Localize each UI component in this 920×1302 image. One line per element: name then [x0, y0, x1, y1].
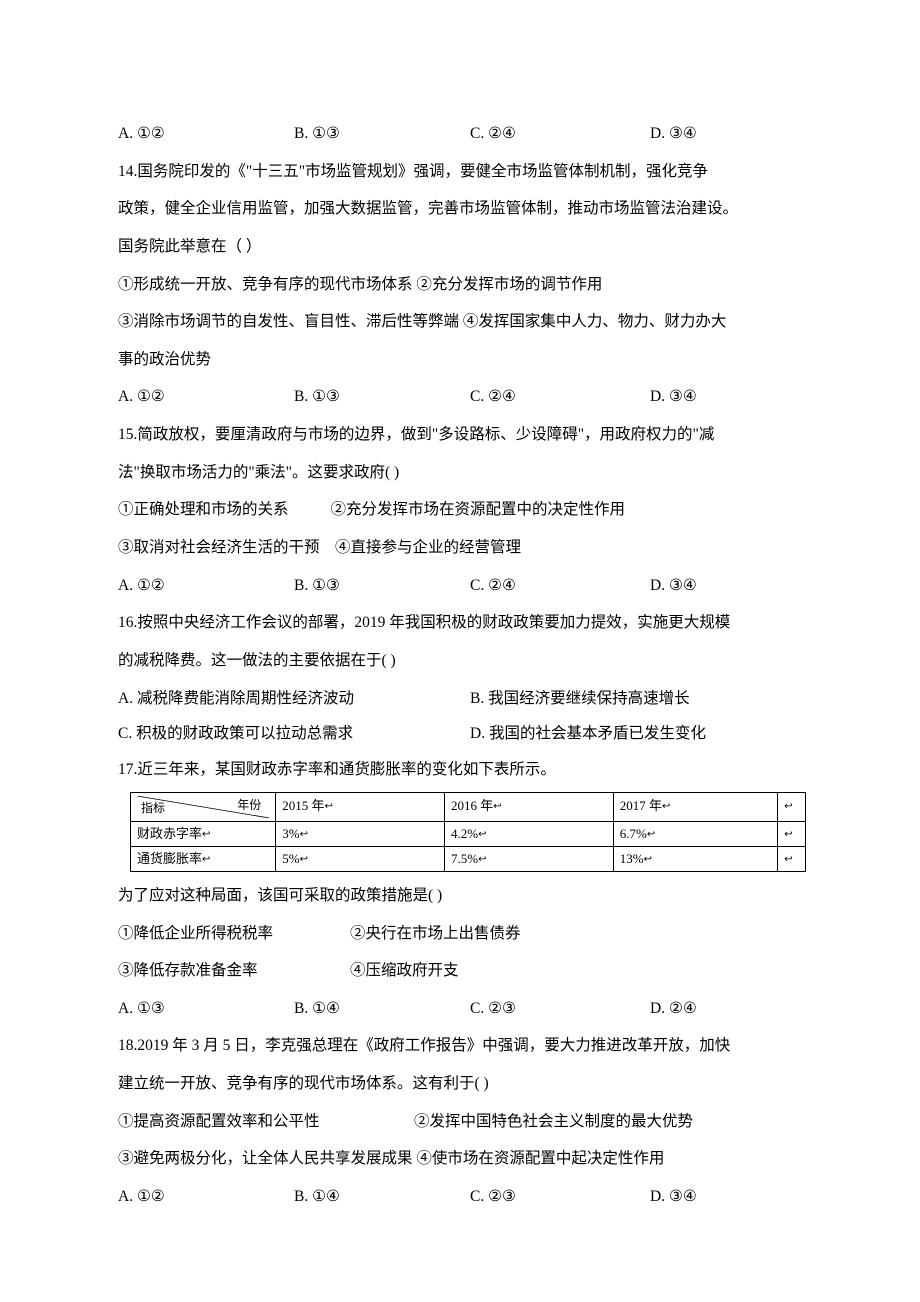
q13-opt-a: A. ①②	[118, 116, 294, 152]
q17-sub2-left: ③降低存款准备金率	[118, 953, 350, 989]
q14-opt-a: A. ①②	[118, 379, 294, 415]
q13-opt-c: C. ②④	[470, 116, 650, 152]
q17-table: 指标 年份 2015 年↩ 2016 年↩ 2017 年↩ ↩ 财政赤字率↩ 3…	[130, 792, 806, 872]
q16-opt-c: C. 积极的财政政策可以拉动总需求	[118, 716, 470, 752]
q15-line1: 15.简政放权，要厘清政府与市场的边界，做到"多设路标、少设障碍"，用政府权力的…	[118, 417, 806, 453]
q18-sub1-right: ②发挥中国特色社会主义制度的最大优势	[414, 1113, 693, 1130]
q16-opt-b: B. 我国经济要继续保持高速增长	[470, 681, 806, 717]
q14-line1: 14.国务院印发的《"十三五"市场监管规划》强调，要健全市场监管体制机制，强化竞…	[118, 154, 806, 190]
q17-sub2: ③降低存款准备金率④压缩政府开支	[118, 953, 806, 989]
row-label-deficit: 财政赤字率	[137, 826, 202, 841]
q14-options: A. ①② B. ①③ C. ②④ D. ③④	[118, 379, 806, 415]
table-row: 财政赤字率↩ 3%↩ 4.2%↩ 6.7%↩ ↩	[131, 821, 806, 846]
q14-sub2: ③消除市场调节的自发性、盲目性、滞后性等弊端 ④发挥国家集中人力、物力、财力办大	[118, 304, 806, 340]
q14-sub1: ①形成统一开放、竞争有序的现代市场体系 ②充分发挥市场的调节作用	[118, 267, 806, 303]
col-2016: 2016 年	[451, 798, 493, 813]
q18-sub1-left: ①提高资源配置效率和公平性	[118, 1104, 414, 1140]
table-row: 通货膨胀率↩ 5%↩ 7.5%↩ 13%↩ ↩	[131, 846, 806, 871]
col-2017: 2017 年	[620, 798, 662, 813]
q16-opt-a: A. 减税降费能消除周期性经济波动	[118, 681, 470, 717]
q14-line2: 政策，健全企业信用监管，加强大数据监管，完善市场监管体制，推动市场监管法治建设。	[118, 191, 806, 227]
q13-options: A. ①② B. ①③ C. ②④ D. ③④	[118, 116, 806, 152]
q16-opt-d: D. 我国的社会基本矛盾已发生变化	[470, 716, 806, 752]
q18-line1: 18.2019 年 3 月 5 日，李克强总理在《政府工作报告》中强调，要大力推…	[118, 1028, 806, 1064]
q17-opt-d: D. ②④	[650, 991, 806, 1027]
q15-opt-b: B. ①③	[294, 568, 470, 604]
q17-opt-a: A. ①③	[118, 991, 294, 1027]
q17-sub1: ①降低企业所得税税率②央行在市场上出售债券	[118, 916, 806, 952]
q17-sub1-right: ②央行在市场上出售债券	[350, 925, 521, 942]
q18-line2: 建立统一开放、竞争有序的现代市场体系。这有利于( )	[118, 1066, 806, 1102]
q17-line2: 为了应对这种局面，该国可采取的政策措施是( )	[118, 878, 806, 914]
q16-row2: C. 积极的财政政策可以拉动总需求 D. 我国的社会基本矛盾已发生变化	[118, 716, 806, 752]
q18-opt-d: D. ③④	[650, 1179, 806, 1215]
diag-left-label: 指标	[141, 800, 165, 817]
q17-sub2-right: ④压缩政府开支	[350, 962, 459, 979]
table-row: 指标 年份 2015 年↩ 2016 年↩ 2017 年↩ ↩	[131, 792, 806, 821]
q17-opt-b: B. ①④	[294, 991, 470, 1027]
q18-sub1: ①提高资源配置效率和公平性②发挥中国特色社会主义制度的最大优势	[118, 1104, 806, 1140]
q15-sub1-right: ②充分发挥市场在资源配置中的决定性作用	[331, 501, 626, 518]
q14-opt-d: D. ③④	[650, 379, 806, 415]
q16-line2: 的减税降费。这一做法的主要依据在于( )	[118, 643, 806, 679]
row-label-inflation: 通货膨胀率	[137, 851, 202, 866]
q16-row1: A. 减税降费能消除周期性经济波动 B. 我国经济要继续保持高速增长	[118, 681, 806, 717]
q14-sub3: 事的政治优势	[118, 342, 806, 378]
col-2015: 2015 年	[282, 798, 324, 813]
q13-opt-b: B. ①③	[294, 116, 470, 152]
q15-line2: 法"换取市场活力的"乘法"。这要求政府( )	[118, 455, 806, 491]
q15-options: A. ①② B. ①③ C. ②④ D. ③④	[118, 568, 806, 604]
diag-right-label: 年份	[237, 797, 261, 814]
q17-line1: 17.近三年来，某国财政赤字率和通货膨胀率的变化如下表所示。	[118, 752, 806, 788]
q14-opt-b: B. ①③	[294, 379, 470, 415]
q15-sub2-left: ③取消对社会经济生活的干预	[118, 539, 320, 556]
q15-sub2-right: ④直接参与企业的经营管理	[335, 539, 521, 556]
q13-opt-d: D. ③④	[650, 116, 806, 152]
q16-line1: 16.按照中央经济工作会议的部署，2019 年我国积极的财政政策要加力提效，实施…	[118, 605, 806, 641]
q18-opt-b: B. ①④	[294, 1179, 470, 1215]
q15-sub2: ③取消对社会经济生活的干预 ④直接参与企业的经营管理	[118, 530, 806, 566]
q18-opt-a: A. ①②	[118, 1179, 294, 1215]
q14-opt-c: C. ②④	[470, 379, 650, 415]
q18-opt-c: C. ②③	[470, 1179, 650, 1215]
q18-sub2: ③避免两极分化，让全体人民共享发展成果 ④使市场在资源配置中起决定性作用	[118, 1141, 806, 1177]
q15-opt-d: D. ③④	[650, 568, 806, 604]
diag-header: 指标 年份	[137, 796, 269, 818]
q15-opt-c: C. ②④	[470, 568, 650, 604]
q17-sub1-left: ①降低企业所得税税率	[118, 916, 350, 952]
q18-options: A. ①② B. ①④ C. ②③ D. ③④	[118, 1179, 806, 1215]
q17-opt-c: C. ②③	[470, 991, 650, 1027]
q15-sub1-left: ①正确处理和市场的关系	[118, 501, 289, 518]
q15-sub1: ①正确处理和市场的关系 ②充分发挥市场在资源配置中的决定性作用	[118, 492, 806, 528]
q15-opt-a: A. ①②	[118, 568, 294, 604]
q14-line3: 国务院此举意在（ ）	[118, 229, 806, 265]
q17-options: A. ①③ B. ①④ C. ②③ D. ②④	[118, 991, 806, 1027]
